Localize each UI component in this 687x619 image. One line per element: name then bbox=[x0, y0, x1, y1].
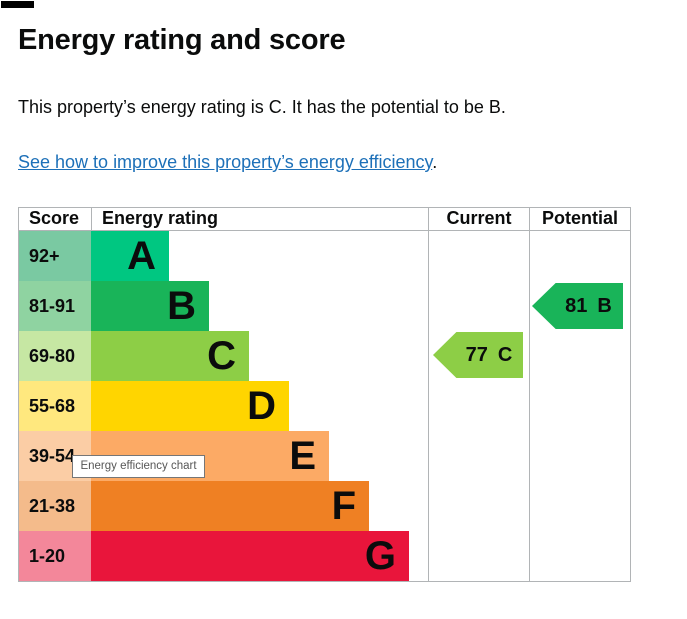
current-column-divider bbox=[428, 231, 429, 581]
band-letter-c: C bbox=[207, 334, 236, 378]
band-letter-d: D bbox=[247, 384, 276, 428]
score-range-d: 55-68 bbox=[19, 381, 91, 431]
window-edge-fragment bbox=[1, 1, 34, 8]
current-band-letter: C bbox=[497, 343, 513, 366]
chart-hover-tooltip: Energy efficiency chart bbox=[72, 455, 205, 478]
band-bar-b: B bbox=[91, 281, 209, 331]
band-bar-c: C bbox=[91, 331, 249, 381]
score-range-f: 21-38 bbox=[19, 481, 91, 531]
page-title: Energy rating and score bbox=[18, 24, 346, 56]
potential-column-divider bbox=[529, 231, 530, 581]
score-range-a: 92+ bbox=[19, 231, 91, 281]
header-score: Score bbox=[29, 208, 80, 228]
score-range-b: 81-91 bbox=[19, 281, 91, 331]
header-current: Current bbox=[428, 208, 529, 231]
potential-score: 81 bbox=[565, 294, 588, 317]
band-letter-g: G bbox=[364, 534, 396, 578]
header-energy-rating: Energy rating bbox=[91, 208, 428, 231]
improve-efficiency-link[interactable]: See how to improve this property’s energ… bbox=[18, 152, 433, 172]
chart-header-row: Score Energy rating Current Potential bbox=[19, 208, 630, 231]
header-potential: Potential bbox=[529, 208, 630, 231]
band-letter-b: B bbox=[167, 284, 196, 328]
current-score: 77 bbox=[465, 343, 488, 366]
band-row-g: 1-20 G bbox=[19, 531, 630, 581]
band-row-d: 55-68 D bbox=[19, 381, 630, 431]
band-bar-d: D bbox=[91, 381, 289, 431]
chart-body: 92+ A 81-91 B 69-80 C 55-68 D 39-54 E 21… bbox=[19, 231, 630, 581]
band-bar-f: F bbox=[91, 481, 369, 531]
band-row-c: 69-80 C bbox=[19, 331, 630, 381]
improve-link-line: See how to improve this property’s energ… bbox=[18, 152, 437, 173]
band-letter-a: A bbox=[127, 234, 156, 278]
potential-band-letter: B bbox=[597, 294, 612, 317]
band-bar-a: A bbox=[91, 231, 169, 281]
band-row-b: 81-91 B bbox=[19, 281, 630, 331]
band-bar-g: G bbox=[91, 531, 409, 581]
link-period: . bbox=[432, 152, 438, 172]
band-row-f: 21-38 F bbox=[19, 481, 630, 531]
score-range-g: 1-20 bbox=[19, 531, 91, 581]
energy-rating-chart: Score Energy rating Current Potential 92… bbox=[18, 207, 631, 582]
rating-summary-text: This property’s energy rating is C. It h… bbox=[18, 97, 506, 117]
band-row-a: 92+ A bbox=[19, 231, 630, 281]
band-letter-e: E bbox=[289, 434, 316, 478]
score-range-c: 69-80 bbox=[19, 331, 91, 381]
band-letter-f: F bbox=[331, 484, 356, 528]
